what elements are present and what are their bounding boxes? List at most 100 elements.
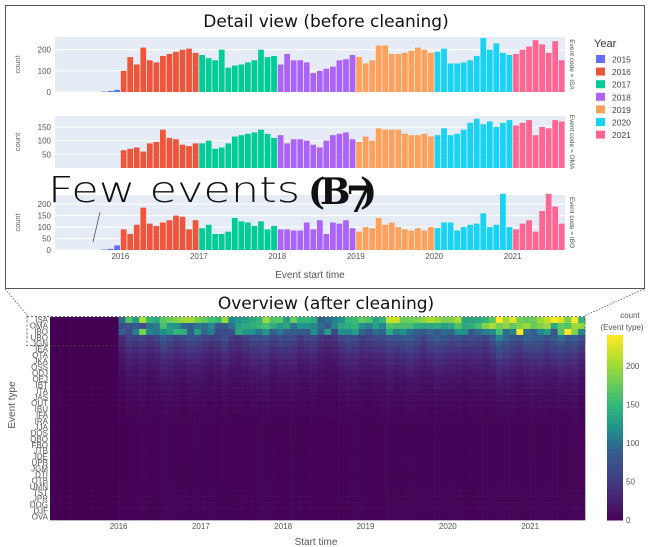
heatmap-cell <box>221 508 229 515</box>
heatmap-cell <box>392 370 401 378</box>
heatmap-cell <box>269 418 277 425</box>
heatmap-cell <box>557 406 565 413</box>
heatmap-cell <box>221 406 229 413</box>
heatmap-cell <box>344 370 353 378</box>
heatmap-cell <box>262 460 270 467</box>
heatmap-cell <box>502 370 510 378</box>
heatmap-cell <box>324 352 332 360</box>
heatmap-cell <box>166 454 174 461</box>
heatmap-cell <box>475 460 483 467</box>
heatmap-cell <box>187 442 195 449</box>
heatmap-cell <box>386 394 394 401</box>
heatmap-cell <box>571 424 579 431</box>
heatmap-cell <box>276 394 284 401</box>
heatmap-cell <box>152 514 161 521</box>
heatmap-cell <box>255 346 263 354</box>
heatmap-cell <box>344 472 353 479</box>
heatmap-cell <box>358 472 366 479</box>
heatmap-cell <box>386 364 394 372</box>
heatmap-cell <box>331 484 339 491</box>
heatmap-cell <box>406 412 414 419</box>
heatmap-cell <box>104 406 113 413</box>
bar <box>415 228 421 250</box>
heatmap-cell <box>187 370 195 378</box>
colorbar-tick-label: 50 <box>626 477 635 486</box>
heatmap-cell <box>221 496 229 503</box>
colorbar-segment <box>607 446 623 450</box>
heatmap-cell <box>358 317 366 324</box>
heatmap-cell <box>159 340 167 348</box>
heatmap-cell <box>180 490 188 497</box>
heatmap-cell <box>509 442 517 449</box>
heatmap-cell <box>166 412 174 419</box>
heatmap-cell <box>242 472 250 479</box>
heatmap-cell <box>296 502 305 509</box>
heatmap-cell <box>283 328 291 336</box>
heatmap-cell <box>482 508 490 515</box>
heatmap-cell <box>50 508 58 515</box>
bar <box>127 148 134 168</box>
heatmap-cell <box>571 514 579 521</box>
heatmap-cell <box>91 418 99 425</box>
heatmap-cell <box>509 502 517 509</box>
heatmap-cell <box>262 400 270 407</box>
heatmap-cell <box>290 478 298 485</box>
heatmap-cell <box>139 502 147 509</box>
heatmap-cell <box>578 334 586 342</box>
bar <box>120 229 127 250</box>
heatmap-cell <box>379 424 387 431</box>
heatmap-cell <box>310 460 318 467</box>
heatmap-cell <box>296 424 305 431</box>
heatmap-cell <box>248 328 257 336</box>
heatmap-cell <box>427 322 435 330</box>
heatmap-cell <box>564 490 572 497</box>
heatmap-cell <box>166 358 174 366</box>
heatmap-cell <box>482 382 490 389</box>
heatmap-cell <box>91 508 99 515</box>
bar <box>316 70 323 92</box>
heatmap-cell <box>310 334 318 342</box>
heatmap-cell <box>447 400 455 407</box>
heatmap-cell <box>228 454 236 461</box>
heatmap-cell <box>338 358 346 366</box>
heatmap-cell <box>152 346 161 354</box>
heatmap-cell <box>516 424 524 431</box>
bar <box>349 54 356 92</box>
heatmap-cell <box>173 358 181 366</box>
heatmap-cell <box>187 317 195 324</box>
heatmap-cell <box>118 436 126 443</box>
colorbar-segment <box>607 362 623 367</box>
heatmap-cell <box>536 406 545 413</box>
heatmap-cell <box>290 424 298 431</box>
heatmap-cell <box>91 478 99 485</box>
heatmap-cell <box>550 376 558 383</box>
heatmap-cell <box>461 418 469 425</box>
heatmap-cell <box>372 406 380 413</box>
heatmap-cell <box>564 334 572 342</box>
heatmap-cell <box>283 382 291 389</box>
heatmap-cell <box>248 496 257 503</box>
heatmap-cell <box>180 406 188 413</box>
heatmap-cell <box>475 346 483 354</box>
heatmap-cell <box>447 352 455 360</box>
heatmap-cell <box>221 394 229 401</box>
bar <box>231 217 238 250</box>
heatmap-cell <box>516 364 524 372</box>
bar <box>310 72 317 92</box>
heatmap-cell <box>125 484 133 491</box>
heatmap-cell <box>194 346 202 354</box>
bar <box>467 224 474 250</box>
heatmap-cell <box>303 496 311 503</box>
heatmap-cell <box>536 460 545 467</box>
bar <box>395 129 402 168</box>
heatmap-cell <box>564 352 572 360</box>
heatmap-cell <box>344 514 353 521</box>
heatmap-cell <box>564 370 572 378</box>
heatmap-cell <box>434 514 442 521</box>
heatmap-cell <box>317 334 325 342</box>
heatmap-cell <box>84 376 92 383</box>
colorbar-segment <box>607 387 623 391</box>
heatmap-cell <box>502 406 510 413</box>
heatmap-cell <box>104 496 113 503</box>
colorbar-segment <box>607 442 623 447</box>
